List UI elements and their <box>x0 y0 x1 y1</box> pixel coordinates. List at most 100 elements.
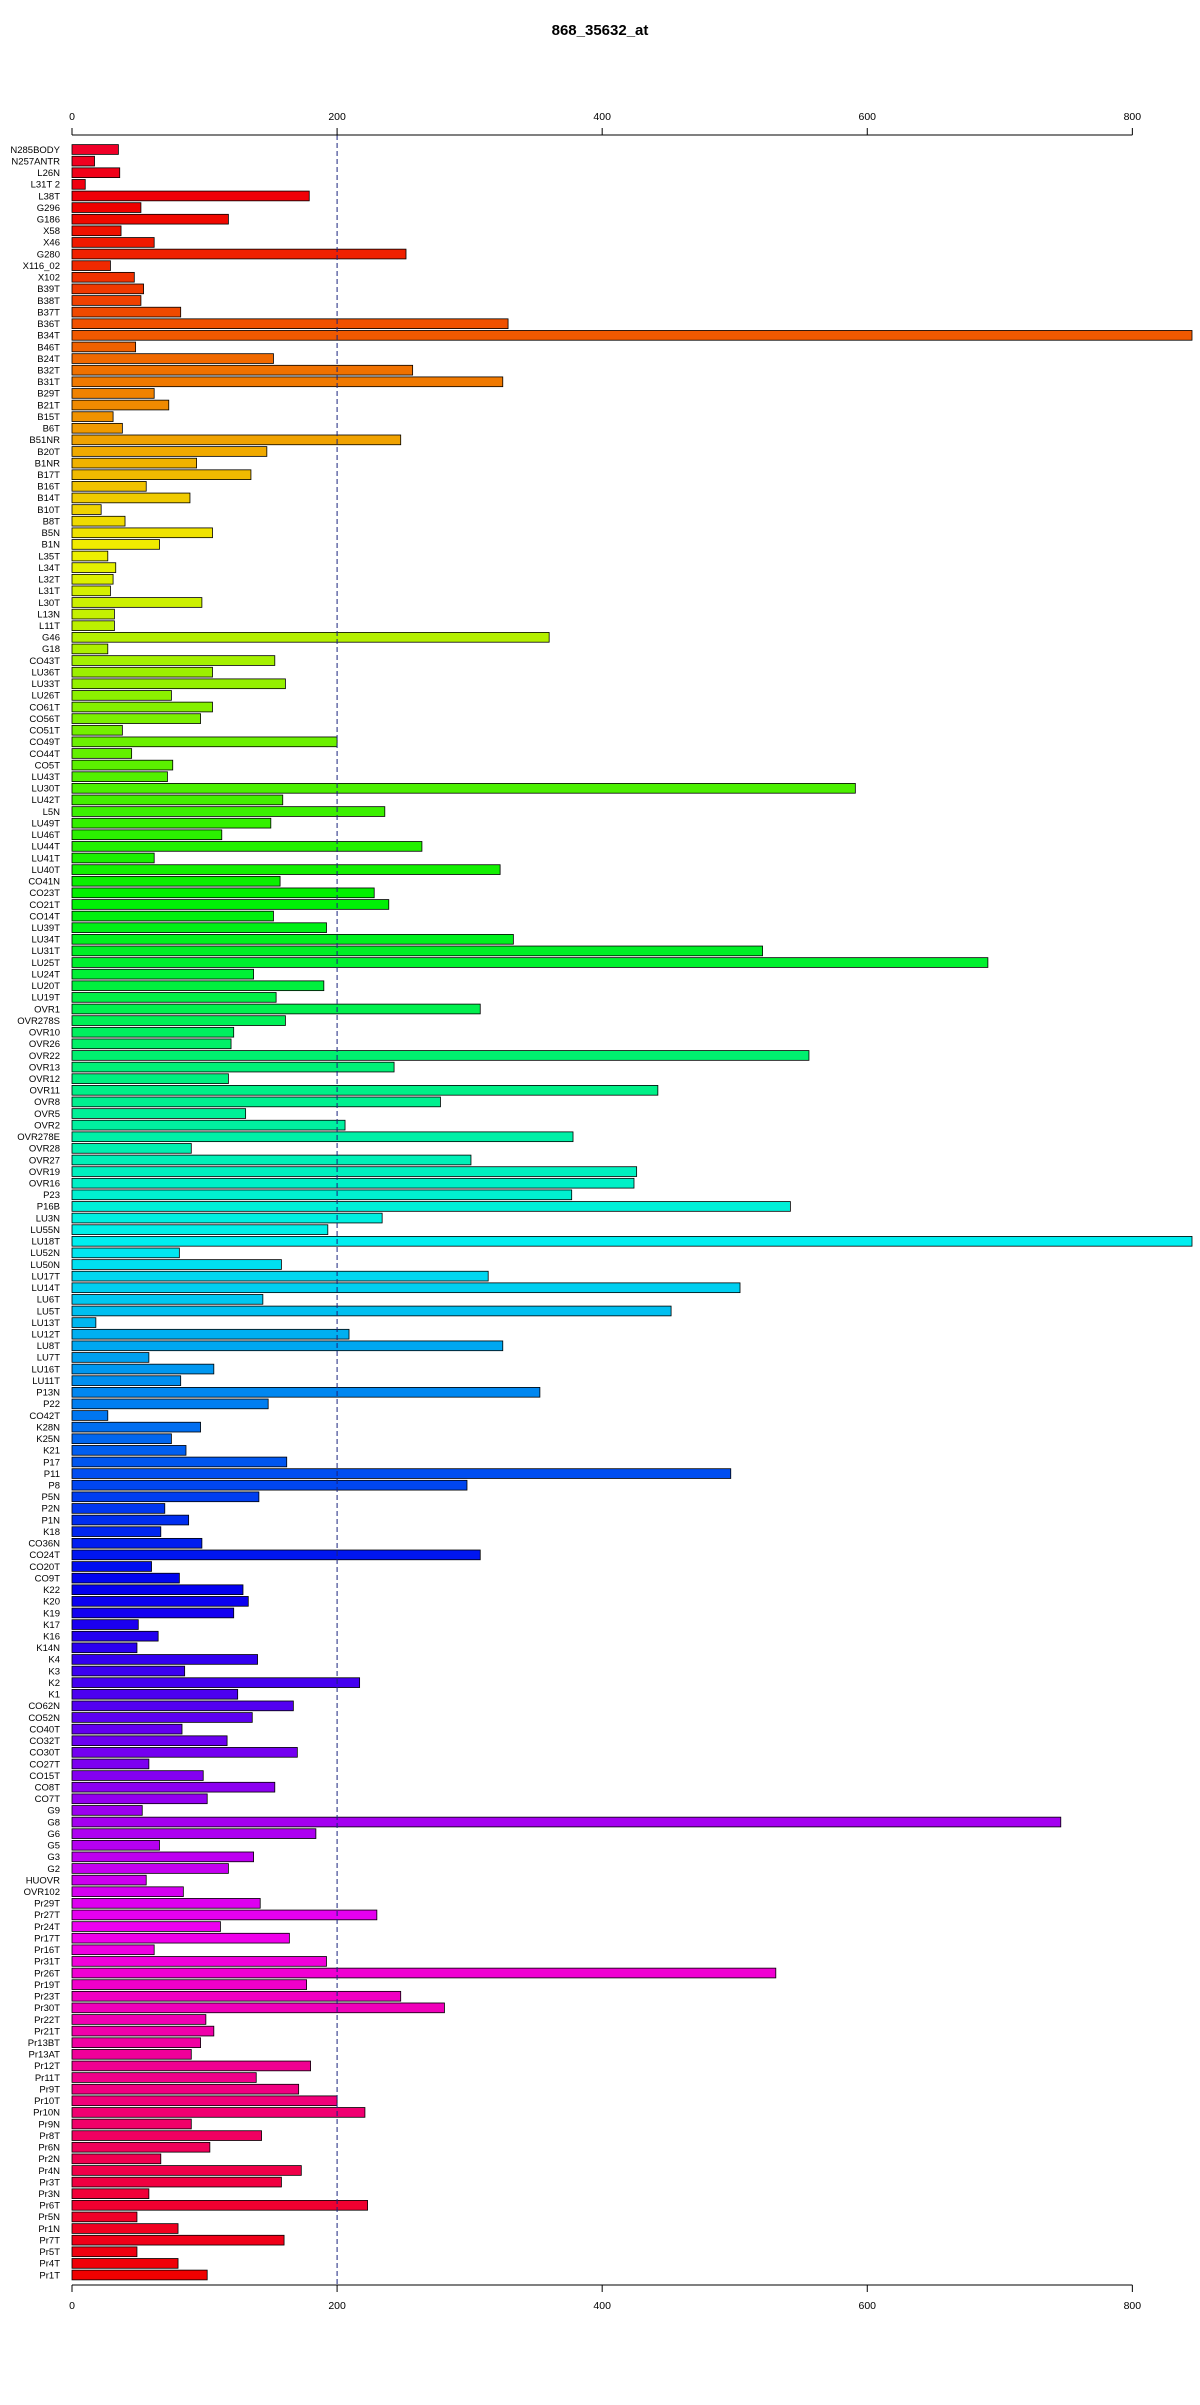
category-label: K18 <box>43 1527 60 1538</box>
bar <box>71 2176 282 2188</box>
bar <box>71 1050 810 1061</box>
tick-label: 600 <box>859 111 877 123</box>
category-label: G9 <box>47 1806 60 1817</box>
bar <box>71 1665 186 1677</box>
category-label: B51NR <box>29 435 60 446</box>
category-label: LU33T <box>31 679 60 690</box>
category-label: G46 <box>42 633 60 644</box>
bar <box>71 1015 286 1026</box>
bar <box>71 1735 228 1746</box>
bar <box>71 1236 1193 1247</box>
category-label: X116_02 <box>23 261 60 272</box>
category-label: L5N <box>43 807 61 818</box>
bar <box>71 2141 211 2153</box>
bar <box>71 1085 659 1096</box>
category-label: G280 <box>37 249 60 260</box>
bar <box>71 2037 201 2048</box>
bar <box>71 1758 150 1770</box>
bar <box>71 2246 138 2258</box>
bar <box>71 237 155 248</box>
category-label: B20T <box>37 447 60 458</box>
category-label: OVR16 <box>29 1179 60 1190</box>
category-label: LU14T <box>31 1283 60 1294</box>
bar <box>71 1456 288 1468</box>
bar <box>71 1143 192 1154</box>
bar <box>71 922 327 933</box>
tick-label: 600 <box>859 2300 877 2312</box>
category-label: K17 <box>43 1620 60 1631</box>
bar <box>71 632 550 643</box>
category-label: Pr7T <box>39 2235 60 2246</box>
category-label: G2 <box>47 1864 60 1875</box>
category-label: K3 <box>48 1666 60 1677</box>
bar <box>71 875 281 887</box>
category-label: LU31T <box>31 946 60 957</box>
bar <box>71 2165 302 2176</box>
bar <box>71 492 191 504</box>
tick-label: 0 <box>69 111 75 123</box>
category-label: L31T 2 <box>31 180 60 191</box>
category-label: L26N <box>37 168 60 179</box>
bar <box>71 1479 468 1491</box>
bar <box>71 1549 481 1561</box>
bar <box>71 1038 232 1050</box>
bar <box>71 1619 139 1630</box>
bar <box>71 527 213 539</box>
category-label: Pr5T <box>39 2247 60 2258</box>
bar <box>71 1863 229 1874</box>
bar <box>71 1572 180 1584</box>
bar <box>71 1514 190 1526</box>
bar <box>71 1468 732 1479</box>
category-label: LU50N <box>30 1260 60 1271</box>
bar <box>71 1328 350 1340</box>
category-label: LU6T <box>37 1295 60 1306</box>
category-label: LU46T <box>31 830 60 841</box>
bar <box>71 1712 253 1723</box>
category-label: CO51T <box>29 726 60 737</box>
bar <box>71 1688 239 1700</box>
category-label: OVR278E <box>17 1132 60 1143</box>
category-label: LU3N <box>36 1213 60 1224</box>
category-label: G6 <box>47 1829 60 1840</box>
bar <box>71 1445 187 1456</box>
bar <box>71 481 147 492</box>
bar <box>71 899 390 910</box>
category-label: Pr5N <box>38 2212 60 2223</box>
bar <box>71 1967 777 1979</box>
category-label: OVR27 <box>29 1155 60 1166</box>
category-label: LU24T <box>31 969 60 980</box>
category-label: K25N <box>36 1434 60 1445</box>
category-label: B14T <box>37 493 60 504</box>
bar <box>71 1352 150 1363</box>
category-label: CO61T <box>29 702 60 713</box>
category-label: OVR102 <box>24 1887 60 1898</box>
category-label: LU39T <box>31 923 60 934</box>
bar <box>71 1781 276 1793</box>
bar <box>71 887 375 899</box>
category-label: Pr3N <box>38 2189 60 2200</box>
category-label: B46T <box>37 342 60 353</box>
category-label: Pr4T <box>39 2259 60 2270</box>
bar <box>71 736 338 748</box>
bar <box>71 794 284 806</box>
bar <box>71 968 254 980</box>
tick-label: 800 <box>1124 111 1142 123</box>
bar <box>71 1177 635 1189</box>
category-label: CO8T <box>35 1782 61 1793</box>
bar <box>71 1224 329 1235</box>
bar <box>71 980 325 992</box>
bar <box>71 341 137 353</box>
category-label: Pr1N <box>38 2224 60 2235</box>
bar <box>71 1805 143 1816</box>
category-label: K4 <box>48 1655 60 1666</box>
bar <box>71 330 1193 341</box>
category-label: G3 <box>47 1852 60 1863</box>
bar <box>71 690 172 701</box>
category-label: CO20T <box>29 1562 60 1573</box>
bar <box>71 1096 441 1108</box>
category-label: OVR22 <box>29 1051 60 1062</box>
bar <box>71 1561 152 1572</box>
category-label: B10T <box>37 505 60 516</box>
category-label: P23 <box>43 1190 60 1201</box>
bar <box>71 271 135 283</box>
